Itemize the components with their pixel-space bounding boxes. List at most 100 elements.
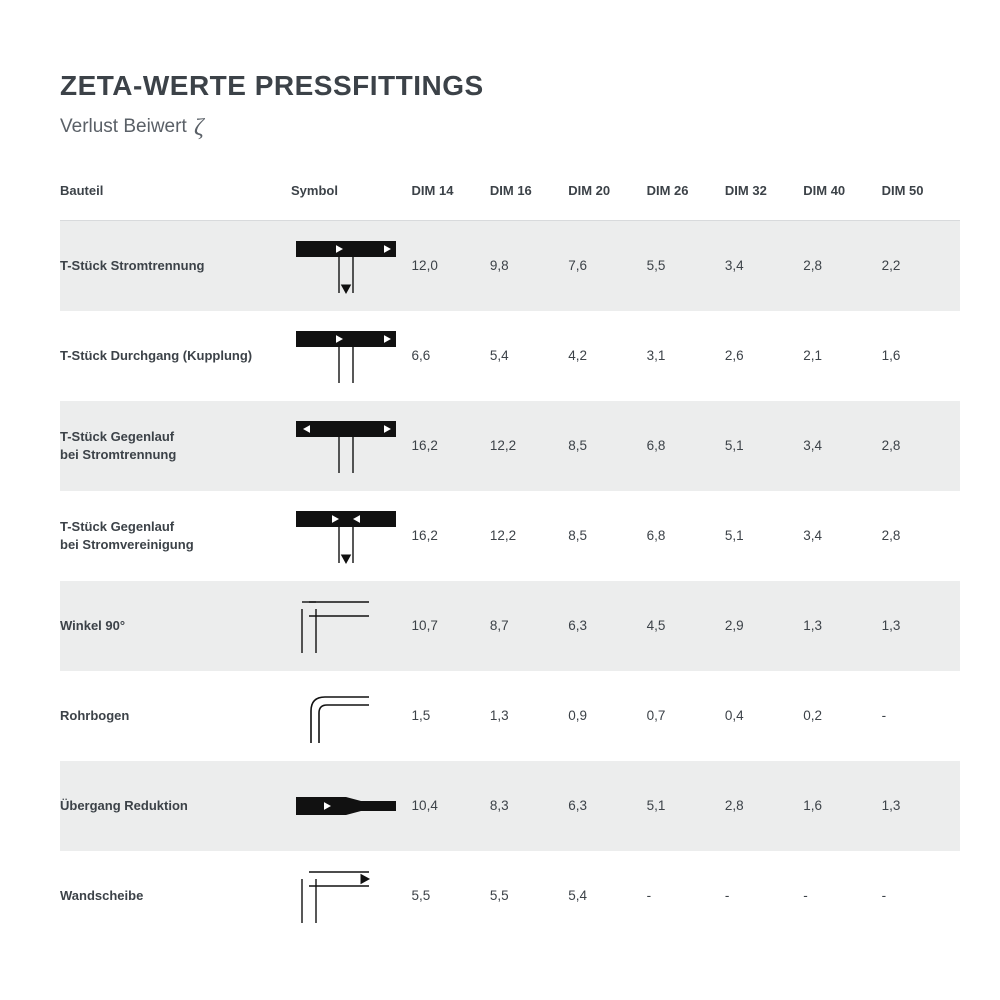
cell-value: 6,8	[647, 401, 725, 491]
cell-value: 0,9	[568, 671, 646, 761]
page-title: ZETA-WERTE PRESSFITTINGS	[60, 70, 960, 102]
cell-value: 7,6	[568, 221, 646, 311]
cell-value: 5,4	[490, 311, 568, 401]
row-name-line: Winkel 90°	[60, 618, 125, 633]
table-row: Winkel 90°10,78,76,34,52,91,31,3	[60, 581, 960, 671]
table-row: T-Stück Gegenlauf bei Stromtrennung 16,212…	[60, 401, 960, 491]
cell-value: -	[647, 851, 725, 941]
page-subtitle: Verlust Beiwert ζ	[60, 112, 960, 139]
row-name: T-Stück Stromtrennung	[60, 221, 291, 311]
cell-value: 2,6	[725, 311, 803, 401]
cell-value: 2,8	[803, 221, 881, 311]
col-dim-3: DIM 26	[647, 183, 725, 221]
cell-value: 3,4	[725, 221, 803, 311]
elbow-round-icon	[291, 671, 412, 761]
cell-value: 0,2	[803, 671, 881, 761]
row-name-line: Wandscheibe	[60, 888, 143, 903]
col-dim-1: DIM 16	[490, 183, 568, 221]
cell-value: 10,4	[412, 761, 490, 851]
row-name-line: Rohrbogen	[60, 708, 129, 723]
cell-value: 8,7	[490, 581, 568, 671]
cell-value: 6,3	[568, 581, 646, 671]
cell-value: 2,2	[882, 221, 960, 311]
cell-value: 0,4	[725, 671, 803, 761]
col-name: Bauteil	[60, 183, 291, 221]
cell-value: 3,4	[803, 401, 881, 491]
row-name: Winkel 90°	[60, 581, 291, 671]
row-name: T-Stück Durchgang (Kupplung)	[60, 311, 291, 401]
cell-value: -	[882, 671, 960, 761]
cell-value: 0,7	[647, 671, 725, 761]
cell-value: 12,2	[490, 491, 568, 581]
row-name-line: Übergang Reduktion	[60, 798, 188, 813]
cell-value: 5,4	[568, 851, 646, 941]
cell-value: 6,6	[412, 311, 490, 401]
row-name: Rohrbogen	[60, 671, 291, 761]
row-name-line: bei Stromvereinigung	[60, 537, 194, 552]
col-symbol: Symbol	[291, 183, 412, 221]
cell-value: 1,3	[803, 581, 881, 671]
table-row: T-Stück Stromtrennung 12,09,87,65,53,42,8…	[60, 221, 960, 311]
col-dim-2: DIM 20	[568, 183, 646, 221]
reducer-icon	[291, 761, 412, 851]
cell-value: 1,3	[882, 581, 960, 671]
cell-value: 12,2	[490, 401, 568, 491]
cell-value: 4,5	[647, 581, 725, 671]
cell-value: 5,1	[725, 491, 803, 581]
row-name-line: T-Stück Gegenlauf	[60, 519, 174, 534]
col-dim-6: DIM 50	[882, 183, 960, 221]
row-name-line: T-Stück Durchgang (Kupplung)	[60, 348, 252, 363]
tee-through-icon	[291, 311, 412, 401]
cell-value: 1,6	[803, 761, 881, 851]
cell-value: 5,5	[647, 221, 725, 311]
cell-value: 5,1	[725, 401, 803, 491]
row-name: T-Stück Gegenlauf bei Stromtrennung	[60, 401, 291, 491]
table-row: Rohrbogen1,51,30,90,70,40,2-	[60, 671, 960, 761]
cell-value: 8,5	[568, 491, 646, 581]
cell-value: 10,7	[412, 581, 490, 671]
col-dim-5: DIM 40	[803, 183, 881, 221]
cell-value: 3,4	[803, 491, 881, 581]
cell-value: 2,8	[882, 491, 960, 581]
table-row: Übergang Reduktion 10,48,36,35,12,81,61,3	[60, 761, 960, 851]
cell-value: 1,3	[882, 761, 960, 851]
cell-value: 2,9	[725, 581, 803, 671]
cell-value: 8,5	[568, 401, 646, 491]
table-row: T-Stück Durchgang (Kupplung)6,65,44,23,1…	[60, 311, 960, 401]
table-row: Wandscheibe5,55,55,4----	[60, 851, 960, 941]
cell-value: 2,8	[725, 761, 803, 851]
cell-value: 16,2	[412, 491, 490, 581]
row-name: Übergang Reduktion	[60, 761, 291, 851]
cell-value: 5,5	[490, 851, 568, 941]
row-name: T-Stück Gegenlauf bei Stromvereinigung	[60, 491, 291, 581]
subtitle-prefix: Verlust Beiwert	[60, 116, 192, 137]
table-header: Bauteil Symbol DIM 14 DIM 16 DIM 20 DIM …	[60, 183, 960, 221]
cell-value: 2,8	[882, 401, 960, 491]
cell-value: 5,1	[647, 761, 725, 851]
cell-value: 8,3	[490, 761, 568, 851]
table-row: T-Stück Gegenlauf bei Stromvereinigung 16,…	[60, 491, 960, 581]
cell-value: 9,8	[490, 221, 568, 311]
row-name: Wandscheibe	[60, 851, 291, 941]
tee-opposing-out-icon	[291, 401, 412, 491]
cell-value: 1,5	[412, 671, 490, 761]
tee-opposing-in-icon	[291, 491, 412, 581]
tee-branch-down-right-icon	[291, 221, 412, 311]
zeta-table: Bauteil Symbol DIM 14 DIM 16 DIM 20 DIM …	[60, 183, 960, 941]
wall-elbow-icon	[291, 851, 412, 941]
cell-value: 3,1	[647, 311, 725, 401]
cell-value: 2,1	[803, 311, 881, 401]
cell-value: 5,5	[412, 851, 490, 941]
elbow-sharp-icon	[291, 581, 412, 671]
row-name-line: T-Stück Stromtrennung	[60, 258, 204, 273]
cell-value: 6,3	[568, 761, 646, 851]
cell-value: -	[725, 851, 803, 941]
row-name-line: bei Stromtrennung	[60, 447, 176, 462]
cell-value: -	[803, 851, 881, 941]
cell-value: 16,2	[412, 401, 490, 491]
row-name-line: T-Stück Gegenlauf	[60, 429, 174, 444]
cell-value: 6,8	[647, 491, 725, 581]
table-body: T-Stück Stromtrennung12,09,87,65,53,42,8…	[60, 221, 960, 941]
col-dim-0: DIM 14	[412, 183, 490, 221]
cell-value: 12,0	[412, 221, 490, 311]
